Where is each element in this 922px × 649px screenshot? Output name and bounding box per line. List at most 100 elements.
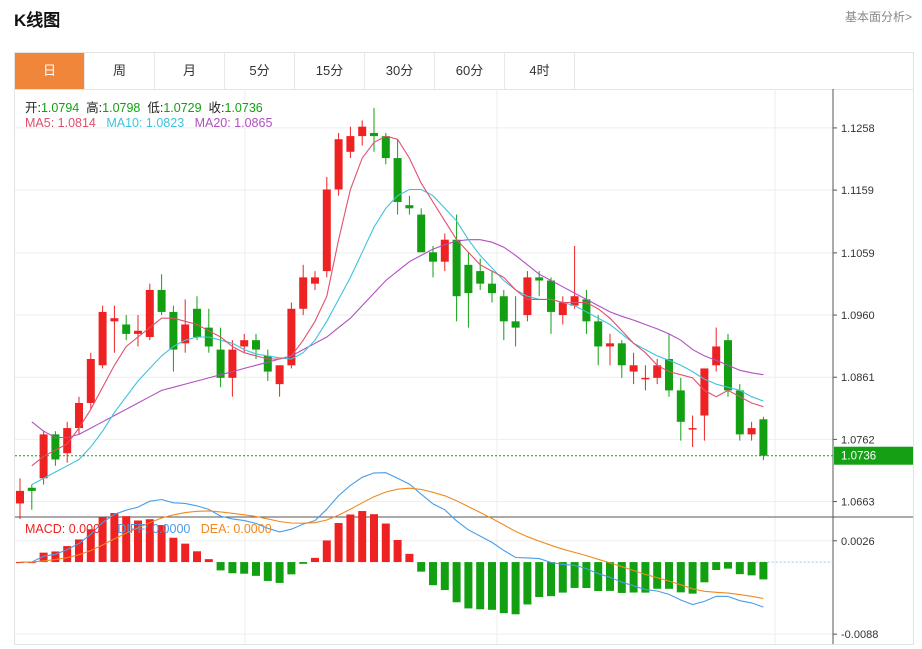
- candle: [606, 333, 614, 366]
- macd-histogram-bar: [476, 562, 485, 610]
- candle-body: [322, 189, 331, 272]
- candle: [134, 315, 142, 347]
- macd-histogram-bar: [570, 562, 579, 588]
- candle-body: [594, 321, 603, 347]
- dea-line: [20, 487, 764, 600]
- chart-panel: 日 周 月 5分 15分 30分 60分 4时 1.1258 1.1159 1.10…: [14, 52, 914, 645]
- candle-body: [641, 377, 650, 380]
- candle-body: [358, 126, 367, 137]
- tab-month[interactable]: 月: [155, 53, 225, 89]
- macd-histogram-bar: [252, 562, 260, 576]
- low-value: 1.0729: [163, 101, 202, 115]
- close-value: 1.0736: [224, 101, 263, 115]
- candle-body: [370, 132, 378, 137]
- macd-histogram-bar: [641, 562, 650, 593]
- macd-histogram-bar: [322, 540, 331, 563]
- candle-body: [747, 428, 756, 435]
- candlestick-chart[interactable]: 1.1258 1.1159 1.1059 1.0960 1.0861 1.0762 1.06…: [15, 53, 913, 644]
- candle-body: [252, 340, 260, 350]
- low-label: 低:: [147, 101, 164, 115]
- macd-histogram-bar: [712, 562, 721, 570]
- tab-day[interactable]: 日: [15, 53, 85, 89]
- candle-body: [617, 343, 626, 366]
- candle-body: [499, 296, 508, 322]
- candle-body: [122, 324, 131, 334]
- candle: [688, 415, 697, 447]
- macd-histogram-bar: [499, 562, 508, 614]
- macd-histogram-bar: [464, 562, 473, 609]
- fundamental-analysis-link[interactable]: 基本面分析>: [844, 10, 912, 24]
- ma-legend: MA5: 1.0814 MA10: 1.0823 MA20: 1.0865: [25, 116, 272, 130]
- macd-histogram-bar: [299, 562, 308, 564]
- candle: [700, 368, 709, 441]
- candle: [381, 132, 390, 165]
- macd-histogram-bar: [39, 552, 48, 563]
- macd-histogram-bar: [358, 511, 367, 563]
- macd-histogram-bar: [240, 562, 249, 574]
- candle-body: [759, 419, 768, 456]
- candle-body: [535, 277, 544, 281]
- candle-body: [735, 390, 744, 435]
- price-tick-label: 1.1159: [841, 185, 874, 197]
- candle-body: [488, 283, 496, 294]
- candle-body: [476, 271, 485, 284]
- tab-15min[interactable]: 15分: [295, 53, 365, 89]
- candle: [653, 359, 662, 385]
- tab-5min[interactable]: 5分: [225, 53, 295, 89]
- macd-histogram-bar: [558, 562, 567, 593]
- macd-histogram-bar: [747, 562, 756, 576]
- macd-histogram-bar: [417, 562, 426, 572]
- candle: [665, 333, 673, 397]
- candle: [334, 132, 343, 196]
- macd-histogram-bar: [287, 562, 296, 575]
- macd-histogram-bar: [216, 562, 225, 571]
- tab-week[interactable]: 周: [85, 53, 155, 89]
- last-price-badge: [834, 446, 913, 465]
- candle: [358, 120, 367, 146]
- macd-histogram-bar: [688, 562, 697, 594]
- macd-histogram-bar: [98, 516, 107, 563]
- candle-body: [86, 359, 95, 403]
- candle-body: [240, 340, 249, 347]
- candle: [275, 365, 284, 397]
- candle: [440, 233, 449, 272]
- macd-histogram-bar: [735, 562, 744, 575]
- tab-30min[interactable]: 30分: [365, 53, 435, 89]
- candle-body: [381, 136, 390, 159]
- candle: [370, 107, 378, 152]
- ma10-legend: MA10: 1.0823: [106, 116, 185, 130]
- macd-histogram-bar: [759, 562, 768, 580]
- candle: [145, 283, 154, 341]
- candle: [547, 277, 555, 334]
- macd-histogram-bar: [228, 562, 237, 574]
- macd-histogram-bar: [381, 523, 390, 563]
- candle: [735, 384, 744, 441]
- candle: [193, 296, 201, 341]
- candle-body: [299, 277, 308, 309]
- macd-histogram-bar: [594, 562, 603, 592]
- price-tick-label: 1.0663: [841, 497, 875, 509]
- candle: [570, 245, 579, 309]
- candle: [747, 421, 756, 441]
- candle: [157, 274, 166, 316]
- price-tick-label: 1.0861: [841, 372, 875, 384]
- candle-body: [75, 402, 83, 429]
- candle-body: [145, 289, 154, 338]
- candle-body: [700, 368, 709, 416]
- tab-60min[interactable]: 60分: [435, 53, 505, 89]
- macd-histogram-bar: [181, 543, 190, 563]
- candle: [299, 264, 308, 316]
- macd-histogram-bar: [617, 562, 626, 593]
- close-label: 收:: [208, 101, 225, 115]
- candle: [629, 352, 638, 385]
- macd-histogram-bar: [86, 529, 95, 563]
- macd-histogram-bar: [51, 551, 60, 563]
- macd-histogram-bar: [169, 537, 178, 563]
- tab-4hour[interactable]: 4时: [505, 53, 575, 89]
- candle-body: [712, 346, 721, 366]
- candle-body: [275, 365, 284, 385]
- macd-histogram-bar: [145, 519, 154, 563]
- candle: [252, 333, 260, 360]
- candle-body: [688, 428, 697, 430]
- ohlc-legend: 开:1.0794 高:1.0798 低:1.0729 收:1.0736: [25, 97, 263, 116]
